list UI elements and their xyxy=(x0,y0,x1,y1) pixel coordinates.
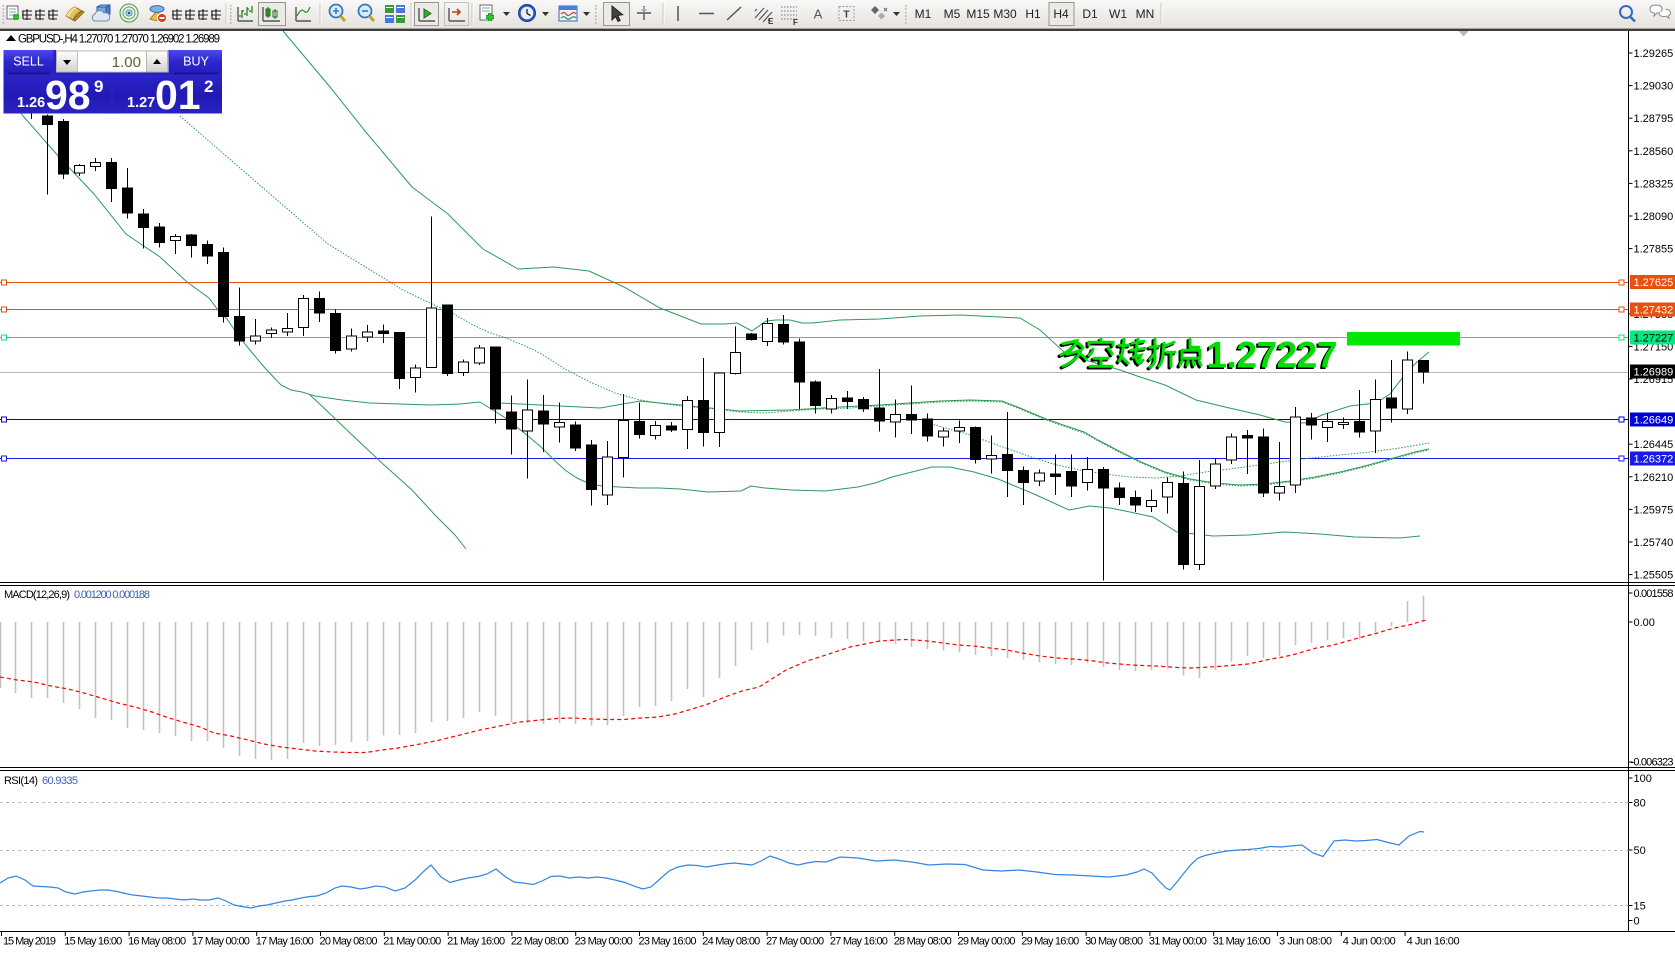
svg-text:1.27625: 1.27625 xyxy=(1634,277,1674,289)
svg-text:1.25975: 1.25975 xyxy=(1634,504,1674,516)
svg-text:29 May 16:00: 29 May 16:00 xyxy=(1021,936,1079,948)
svg-text:4 Jun 16:00: 4 Jun 16:00 xyxy=(1407,936,1460,948)
svg-text:2: 2 xyxy=(204,77,213,96)
svg-text:SELL: SELL xyxy=(13,55,44,69)
svg-text:1.26: 1.26 xyxy=(17,95,45,111)
svg-text:4 Jun 00:00: 4 Jun 00:00 xyxy=(1343,936,1396,948)
svg-text:RSI(14): RSI(14) xyxy=(4,775,38,787)
svg-text:H4: H4 xyxy=(1053,7,1069,21)
svg-text:28 May 08:00: 28 May 08:00 xyxy=(894,936,952,948)
svg-text:50: 50 xyxy=(1634,845,1646,857)
svg-text:1.27227: 1.27227 xyxy=(1207,335,1338,376)
svg-text:27 May 16:00: 27 May 16:00 xyxy=(830,936,888,948)
svg-text:E: E xyxy=(768,17,774,26)
svg-text:BUY: BUY xyxy=(183,55,209,69)
svg-text:1.00: 1.00 xyxy=(112,54,141,71)
svg-text:1.26649: 1.26649 xyxy=(1634,415,1674,427)
svg-text:W1: W1 xyxy=(1109,7,1127,21)
svg-text:1.27227: 1.27227 xyxy=(1205,336,1336,377)
svg-text:31 May 16:00: 31 May 16:00 xyxy=(1213,936,1271,948)
svg-text:16 May 08:00: 16 May 08:00 xyxy=(128,936,186,948)
svg-text:1.26210: 1.26210 xyxy=(1634,472,1674,484)
svg-text:MACD(12,26,9): MACD(12,26,9) xyxy=(4,589,70,601)
svg-text:M30: M30 xyxy=(993,7,1017,21)
svg-text:98: 98 xyxy=(45,72,91,118)
svg-text:H1: H1 xyxy=(1025,7,1041,21)
svg-text:1.26372: 1.26372 xyxy=(1634,454,1674,466)
svg-text:1.26989: 1.26989 xyxy=(1634,367,1674,379)
svg-text:1.29030: 1.29030 xyxy=(1634,81,1674,93)
svg-text:21 May 00:00: 21 May 00:00 xyxy=(383,936,441,948)
svg-text:15 May 16:00: 15 May 16:00 xyxy=(64,936,122,948)
svg-text:F: F xyxy=(793,18,798,27)
svg-text:0: 0 xyxy=(1634,916,1640,928)
svg-text:M5: M5 xyxy=(944,7,961,21)
svg-text:3 Jun 08:00: 3 Jun 08:00 xyxy=(1279,936,1332,948)
svg-text:20 May 08:00: 20 May 08:00 xyxy=(320,936,378,948)
svg-text:1.28090: 1.28090 xyxy=(1634,211,1674,223)
svg-text:T: T xyxy=(843,9,850,21)
svg-text:15 May 2019: 15 May 2019 xyxy=(3,936,56,948)
svg-text:27 May 00:00: 27 May 00:00 xyxy=(766,936,824,948)
svg-text:29 May 00:00: 29 May 00:00 xyxy=(958,936,1016,948)
svg-text:21 May 16:00: 21 May 16:00 xyxy=(447,936,505,948)
svg-text:1.28325: 1.28325 xyxy=(1634,178,1674,190)
svg-text:22 May 08:00: 22 May 08:00 xyxy=(511,936,569,948)
svg-text:0.001200 0.000188: 0.001200 0.000188 xyxy=(74,589,150,601)
svg-text:1.25740: 1.25740 xyxy=(1634,537,1674,549)
svg-text:1.27: 1.27 xyxy=(127,95,155,111)
svg-text:9: 9 xyxy=(94,77,103,96)
svg-text:60.9335: 60.9335 xyxy=(42,775,78,787)
svg-text:17 May 00:00: 17 May 00:00 xyxy=(192,936,250,948)
svg-text:0.00: 0.00 xyxy=(1634,617,1655,629)
svg-text:80: 80 xyxy=(1634,798,1646,810)
svg-text:0.001558: 0.001558 xyxy=(1634,588,1674,600)
svg-text:1.28560: 1.28560 xyxy=(1634,146,1674,158)
svg-text:23 May 00:00: 23 May 00:00 xyxy=(575,936,633,948)
svg-text:M15: M15 xyxy=(966,7,990,21)
svg-text:1.27227: 1.27227 xyxy=(1634,333,1674,345)
svg-text:A: A xyxy=(814,7,823,22)
svg-text:D1: D1 xyxy=(1082,7,1098,21)
svg-text:1.29265: 1.29265 xyxy=(1634,48,1674,60)
svg-text:17 May 16:00: 17 May 16:00 xyxy=(256,936,314,948)
svg-text:30 May 08:00: 30 May 08:00 xyxy=(1085,936,1143,948)
svg-text:23 May 16:00: 23 May 16:00 xyxy=(639,936,697,948)
svg-text:1.27432: 1.27432 xyxy=(1634,305,1674,317)
svg-text:1.26445: 1.26445 xyxy=(1634,439,1674,451)
svg-text:MN: MN xyxy=(1136,7,1155,21)
svg-text:01: 01 xyxy=(155,72,201,118)
svg-text:-0.006323: -0.006323 xyxy=(1631,757,1674,769)
svg-text:1.25505: 1.25505 xyxy=(1634,570,1674,582)
svg-text:M1: M1 xyxy=(915,7,932,21)
svg-text:15: 15 xyxy=(1634,901,1646,913)
svg-text:1.27855: 1.27855 xyxy=(1634,244,1674,256)
svg-text:1.28795: 1.28795 xyxy=(1634,113,1674,125)
svg-text:GBPUSD-,H4 1.27070 1.27070 1.: GBPUSD-,H4 1.27070 1.27070 1.26902 1.269… xyxy=(18,34,220,46)
svg-text:100: 100 xyxy=(1634,773,1652,785)
svg-text:24 May 08:00: 24 May 08:00 xyxy=(702,936,760,948)
svg-text:31 May 00:00: 31 May 00:00 xyxy=(1149,936,1207,948)
